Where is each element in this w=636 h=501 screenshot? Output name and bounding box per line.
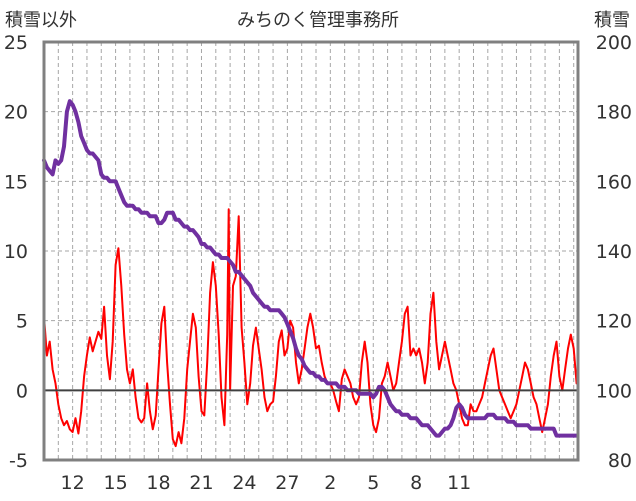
right-tick-label: 80: [608, 450, 632, 472]
right-tick-label: 200: [596, 32, 632, 54]
right-axis-label: 積雪: [594, 10, 630, 31]
x-tick-label: 11: [447, 472, 471, 494]
series-layer: [42, 99, 579, 448]
left-tick-labels: -5 0 5 10 15 20 25: [4, 32, 28, 472]
right-tick-label: 160: [596, 171, 632, 193]
plot-frame: [42, 40, 580, 462]
right-tick-label: 120: [596, 311, 632, 333]
x-tick-label: 21: [189, 472, 213, 494]
x-tick-label: 27: [275, 472, 299, 494]
x-tick-label: 12: [61, 472, 85, 494]
x-tick-label: 18: [146, 472, 170, 494]
right-tick-labels: 80 100 120 140 160 180 200: [596, 32, 632, 472]
right-tick-label: 140: [596, 241, 632, 263]
x-tick-labels: 12 15 18 21 24 27 2 5 8 11: [61, 472, 472, 494]
temperature-line: [43, 208, 578, 448]
chart-title: みちのく管理事務所: [237, 10, 399, 31]
x-tick-label: 2: [324, 472, 336, 494]
x-tick-label: 5: [367, 472, 379, 494]
left-tick-label: 0: [16, 380, 28, 402]
left-tick-label: 10: [4, 241, 28, 263]
grid-lines: [44, 42, 578, 460]
x-tick-label: 24: [232, 472, 256, 494]
right-tick-label: 180: [596, 102, 632, 124]
left-tick-label: 5: [16, 311, 28, 333]
x-tick-label: 8: [410, 472, 422, 494]
right-tick-label: 100: [596, 380, 632, 402]
left-tick-label: 20: [4, 102, 28, 124]
x-tick-label: 15: [103, 472, 127, 494]
left-tick-label: 25: [4, 32, 28, 54]
left-tick-label: 15: [4, 171, 28, 193]
left-tick-label: -5: [9, 450, 28, 472]
snow-depth-line: [42, 99, 579, 438]
left-axis-label: 積雪以外: [5, 10, 77, 31]
